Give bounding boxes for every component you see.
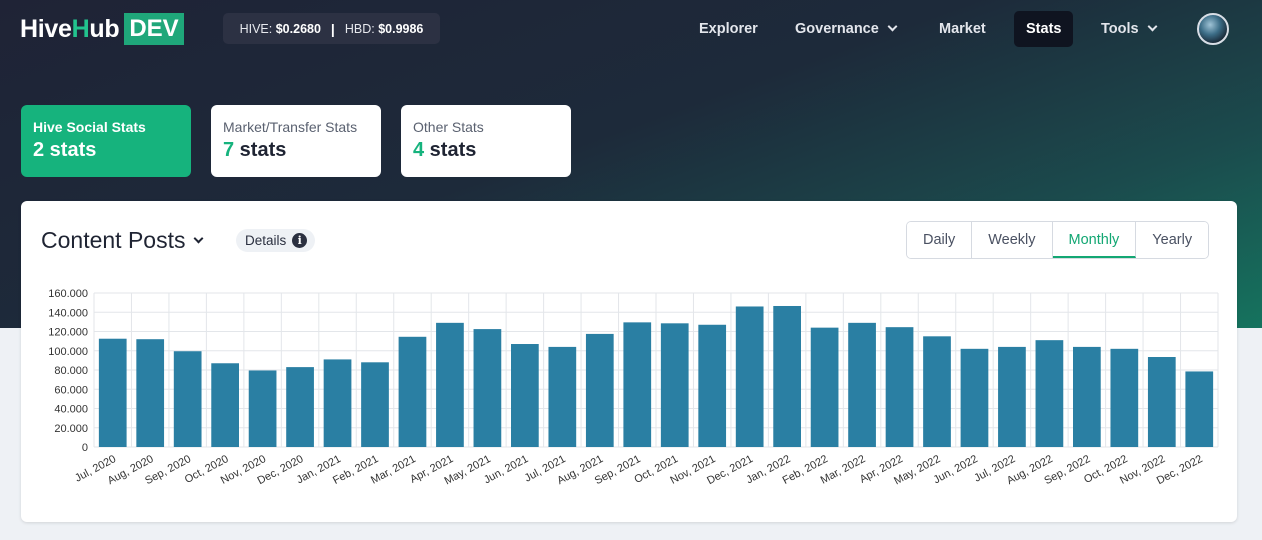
y-tick-label: 160.000	[48, 288, 88, 300]
chart-selector[interactable]: Content Posts	[41, 227, 204, 254]
bar	[286, 367, 314, 447]
y-tick-label: 20.000	[54, 423, 88, 435]
nav-tools[interactable]: Tools	[1089, 11, 1168, 47]
details-label: Details	[245, 233, 287, 248]
logo-part-ub: ub	[89, 14, 120, 43]
chevron-down-icon	[1147, 21, 1158, 32]
bar	[473, 329, 502, 447]
stat-card-count-suffix: stats	[44, 139, 97, 161]
bar	[810, 327, 839, 447]
bar	[1035, 340, 1064, 447]
bar	[436, 322, 464, 447]
bar	[1185, 371, 1214, 447]
bar	[698, 324, 727, 447]
hive-price: HIVE: $0.2680	[240, 22, 321, 36]
price-separator: |	[330, 20, 335, 37]
nav-governance-label: Governance	[795, 21, 879, 37]
bar	[173, 351, 202, 447]
stat-card-label: Hive Social Stats	[33, 119, 146, 135]
nav-explorer[interactable]: Explorer	[687, 11, 770, 47]
content-posts-chart: 0 20.000 40.000 60.000 80.000 100.000 120.000 1…	[48, 288, 1219, 487]
bar	[1110, 348, 1139, 447]
bar	[585, 333, 614, 447]
bar	[773, 305, 801, 447]
y-tick-label: 80.000	[54, 365, 88, 377]
hbd-price-value: $0.9986	[378, 21, 424, 36]
logo-dev-badge: DEV	[124, 13, 184, 45]
nav-governance[interactable]: Governance	[783, 11, 908, 47]
stat-card-count: 4 stats	[413, 139, 559, 162]
stat-card-market-transfer[interactable]: Market/Transfer Stats 7 stats	[211, 105, 381, 177]
bar	[660, 323, 689, 447]
y-tick-label: 120.000	[48, 327, 88, 339]
bar	[248, 370, 277, 447]
nav-market[interactable]: Market	[927, 11, 998, 47]
period-monthly-button[interactable]: Monthly	[1052, 222, 1137, 258]
logo-text: HiveHub	[20, 14, 120, 44]
stat-card-count-number: 2	[33, 139, 45, 161]
hive-price-value: $0.2680	[275, 21, 321, 36]
nav-market-label: Market	[939, 21, 986, 37]
hive-price-label: HIVE:	[239, 21, 273, 36]
stat-card-social[interactable]: Hive Social Stats 2 stats	[21, 105, 191, 177]
bar	[323, 359, 352, 447]
nav-explorer-label: Explorer	[699, 21, 758, 37]
bar	[960, 348, 989, 447]
nav-stats[interactable]: Stats	[1014, 11, 1074, 47]
stat-card-label: Other Stats	[413, 119, 484, 135]
nav-stats-label: Stats	[1026, 21, 1062, 37]
stat-card-label: Market/Transfer Stats	[223, 119, 358, 135]
bar	[923, 336, 951, 447]
bar	[885, 327, 914, 447]
stat-card-count-number: 4	[413, 139, 425, 161]
bar	[1147, 357, 1176, 447]
hbd-price: HBD: $0.9986	[345, 22, 424, 36]
y-tick-label: 60.000	[54, 384, 88, 396]
period-toggle-group: Daily Weekly Monthly Yearly	[906, 221, 1210, 259]
period-daily-button[interactable]: Daily	[907, 222, 973, 258]
details-button[interactable]: Details i	[236, 229, 316, 252]
bar	[511, 344, 539, 447]
y-tick-label: 0	[82, 442, 88, 454]
bar	[361, 362, 389, 447]
y-tick-label: 140.000	[48, 307, 88, 319]
bar	[735, 306, 764, 447]
bar	[848, 322, 876, 447]
chevron-down-icon	[887, 21, 898, 32]
bar	[623, 322, 652, 447]
stat-card-count: 2 stats	[33, 139, 179, 162]
logo-part-hive: Hive	[20, 14, 72, 43]
hbd-price-label: HBD:	[344, 21, 375, 36]
bar	[398, 336, 427, 447]
bar	[98, 338, 127, 447]
stat-card-count-suffix: stats	[234, 139, 287, 161]
chart-panel: Content Posts Details i Daily Weekly Mon…	[21, 201, 1237, 522]
chart-title: Content Posts	[41, 227, 186, 253]
bar	[998, 346, 1026, 447]
stat-card-count: 7 stats	[223, 139, 369, 162]
stat-card-count-number: 7	[223, 139, 235, 161]
info-icon: i	[292, 233, 308, 248]
bar	[136, 339, 165, 447]
period-weekly-button[interactable]: Weekly	[972, 222, 1053, 258]
logo[interactable]: HiveHub DEV	[20, 13, 184, 45]
stat-card-other[interactable]: Other Stats 4 stats	[401, 105, 571, 177]
price-ticker: HIVE: $0.2680 | HBD: $0.9986	[223, 13, 440, 44]
nav-tools-label: Tools	[1101, 21, 1139, 37]
bar	[211, 363, 239, 447]
period-yearly-button[interactable]: Yearly	[1136, 222, 1209, 258]
bar	[548, 346, 577, 447]
y-tick-label: 100.000	[48, 346, 88, 358]
stat-card-count-suffix: stats	[424, 139, 477, 161]
bar	[1073, 346, 1101, 447]
y-tick-label: 40.000	[54, 404, 88, 416]
logo-part-h: H	[71, 14, 90, 43]
user-avatar-icon[interactable]	[1197, 13, 1229, 45]
